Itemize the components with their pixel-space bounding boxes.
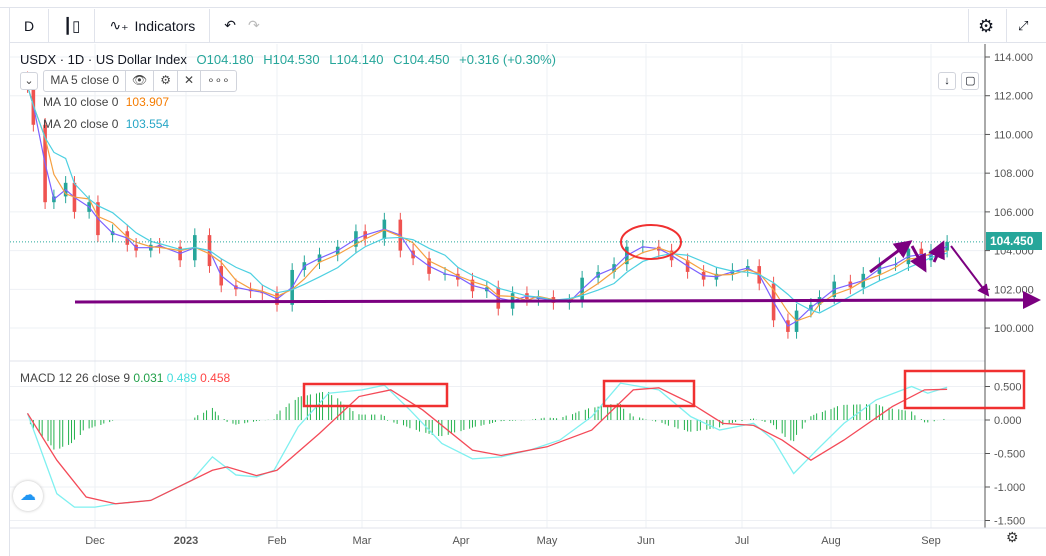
price-axis-label: 100.000 bbox=[994, 323, 1034, 335]
macd-value: 0.489 bbox=[166, 371, 197, 385]
ma20-value: 103.554 bbox=[125, 117, 170, 131]
time-axis-label: Jun bbox=[637, 535, 655, 547]
macd-axis-label: -1.000 bbox=[994, 482, 1025, 494]
indicators-icon: ∿₊ bbox=[109, 17, 129, 33]
time-axis-label: Aug bbox=[821, 535, 841, 547]
ma10-label: MA 10 close 0 bbox=[43, 95, 119, 109]
fullscreen-button[interactable]: ⤢ bbox=[1006, 9, 1046, 43]
window-top-border bbox=[0, 0, 1046, 8]
time-axis-label: Mar bbox=[353, 535, 372, 547]
ma10-legend: MA 10 close 0 103.907 bbox=[43, 95, 169, 109]
time-axis-label: Sep bbox=[921, 535, 941, 547]
interval-button[interactable]: D bbox=[10, 8, 50, 43]
macd-axis-label: 0.000 bbox=[994, 415, 1022, 427]
fullscreen-icon: ⤢ bbox=[1018, 18, 1029, 33]
highlight-box-annotation bbox=[302, 382, 449, 408]
symbol-title: USDX · 1D · US Dollar Index bbox=[20, 52, 187, 67]
ma5-label: MA 5 close 0 bbox=[44, 70, 127, 92]
left-drawing-toolbar-collapsed[interactable] bbox=[0, 8, 10, 556]
down-arrow-annotation bbox=[909, 245, 927, 273]
open-value: O104.180 bbox=[196, 52, 254, 67]
price-axis-label: 108.000 bbox=[994, 168, 1034, 180]
indicators-label: Indicators bbox=[134, 17, 196, 34]
macd-label: MACD 12 26 close 9 bbox=[20, 371, 131, 385]
macd-axis-label: -1.500 bbox=[994, 516, 1025, 528]
scroll-down-button[interactable]: ↓ bbox=[938, 72, 956, 90]
macd-axis-label: 0.500 bbox=[994, 382, 1022, 394]
price-axis-label: 106.000 bbox=[994, 207, 1034, 219]
ma5-legend: ⌄ MA 5 close 0 👁 ⚙ ✕ ∘∘∘ bbox=[20, 70, 237, 92]
price-axis-label: 110.000 bbox=[994, 129, 1033, 141]
highlight-box-annotation bbox=[602, 379, 696, 408]
gear-icon[interactable]: ⚙ bbox=[154, 70, 179, 92]
settings-button[interactable]: ⚙ bbox=[968, 9, 1006, 43]
ma20-label: MA 20 close 0 bbox=[43, 117, 119, 131]
forecast-arrow-annotation bbox=[950, 245, 990, 297]
highlight-box-annotation bbox=[903, 369, 1026, 410]
undo-redo-group: ↶ ↷ bbox=[210, 9, 273, 43]
time-axis-label: 2023 bbox=[174, 535, 198, 547]
macd-line bbox=[26, 382, 948, 508]
time-axis-label: Feb bbox=[268, 535, 287, 547]
symbol-legend: USDX · 1D · US Dollar Index O104.180 H10… bbox=[20, 52, 556, 67]
last-price-badge: 104.450 bbox=[986, 232, 1042, 250]
price-axis-label: 114.000 bbox=[994, 52, 1033, 64]
time-axis-label: Jul bbox=[735, 535, 749, 547]
undo-button[interactable]: ↶ bbox=[224, 17, 236, 33]
price-axis-label: 112.000 bbox=[994, 91, 1033, 103]
time-axis-label: Dec bbox=[85, 535, 105, 547]
ma10-value: 103.907 bbox=[125, 95, 170, 109]
collapse-legend-button[interactable]: ⌄ bbox=[20, 72, 38, 90]
indicators-button[interactable]: ∿₊ Indicators bbox=[95, 8, 211, 43]
signal-line bbox=[26, 387, 948, 505]
redo-button[interactable]: ↷ bbox=[247, 17, 260, 33]
time-axis-label: May bbox=[537, 535, 558, 547]
pane-controls: ↓ ▢ bbox=[938, 72, 980, 90]
macd-hist-value: 0.031 bbox=[133, 371, 164, 385]
close-value: C104.450 bbox=[393, 52, 450, 67]
time-axis-label: Apr bbox=[452, 535, 469, 547]
macd-signal-value: 0.458 bbox=[200, 371, 231, 385]
candles-icon: ┃▯ bbox=[63, 17, 81, 35]
gear-icon: ⚙ bbox=[978, 15, 995, 36]
low-value: L104.140 bbox=[329, 52, 384, 67]
ma10-line bbox=[26, 85, 948, 322]
close-icon[interactable]: ✕ bbox=[178, 70, 202, 92]
up-arrow-annotation bbox=[869, 240, 913, 274]
scale-settings-icon[interactable]: ⚙ bbox=[1006, 529, 1019, 545]
eye-icon[interactable]: 👁 bbox=[126, 70, 155, 92]
change-value: +0.316 (+0.30%) bbox=[459, 52, 556, 67]
ma20-legend: MA 20 close 0 103.554 bbox=[43, 117, 169, 131]
more-icon[interactable]: ∘∘∘ bbox=[207, 73, 230, 87]
macd-axis-label: -0.500 bbox=[994, 449, 1025, 461]
high-value: H104.530 bbox=[263, 52, 320, 67]
macd-legend: MACD 12 26 close 9 0.031 0.489 0.458 bbox=[20, 371, 230, 385]
up-arrow-annotation bbox=[928, 240, 945, 263]
support-line-annotation bbox=[74, 291, 1041, 310]
maximize-pane-button[interactable]: ▢ bbox=[961, 72, 980, 90]
highlight-ellipse-annotation bbox=[620, 224, 682, 260]
chart-toolbar: D ┃▯ ∿₊ Indicators ↶ ↷ ⚙ ⤢ bbox=[10, 8, 1046, 43]
price-axis-label: 102.000 bbox=[994, 284, 1034, 296]
chart-type-button[interactable]: ┃▯ bbox=[49, 8, 96, 43]
tradingview-logo[interactable]: ☁ bbox=[13, 481, 43, 511]
